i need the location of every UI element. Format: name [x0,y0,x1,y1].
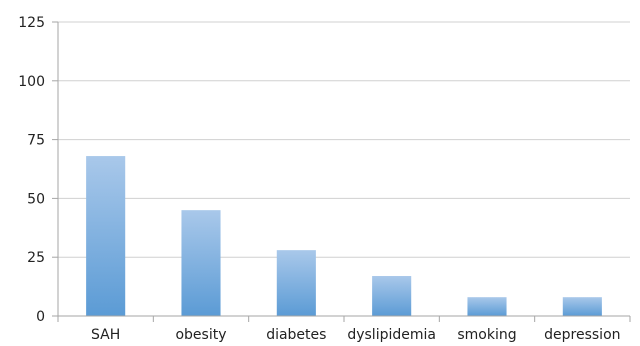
x-axis-labels: SAH obesity diabetes dyslipidemia smoking dep… [91,327,620,343]
bars [86,156,602,316]
x-tick-label: SAH [91,327,120,343]
y-tick-label: 25 [27,250,45,266]
x-tick-label: obesity [175,327,226,343]
bar-diabetes [276,250,316,316]
y-axis-ticks: 0 25 50 75 100 125 [18,15,45,325]
bar-depression [562,297,602,316]
y-tick-label: 75 [27,133,45,149]
y-tick-label: 100 [18,74,45,90]
bar-obesity [181,210,221,316]
x-tick-label: dyslipidemia [347,327,436,343]
x-tick-label: smoking [457,327,516,343]
x-tick-label: depression [544,327,620,343]
y-tick-label: 125 [18,15,45,31]
y-tick-label: 50 [27,191,45,207]
x-tick-label: diabetes [266,327,326,343]
y-tick-label: 0 [36,309,45,325]
bar-dyslipidemia [372,276,412,316]
axes [52,21,631,322]
bar-SAH [86,156,126,316]
gridlines [58,21,630,258]
bar-smoking [467,297,507,316]
